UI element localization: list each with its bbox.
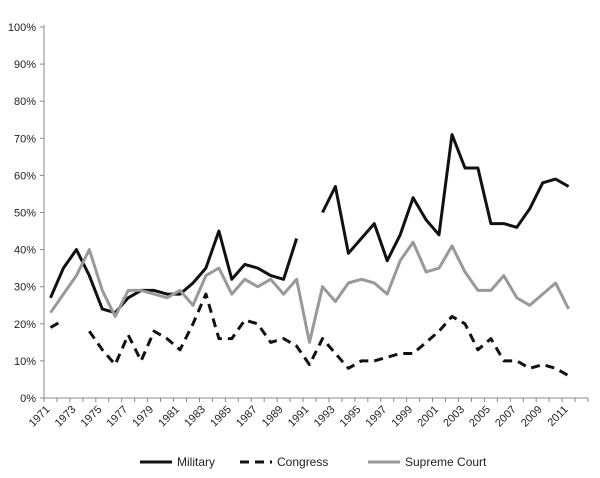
legend: Military Congress Supreme Court [140,455,487,469]
x-tick-label: 1993 [312,404,338,430]
legend-label-military: Military [177,455,215,469]
x-tick-label: 1975 [79,404,105,430]
y-tick-label: 0% [20,393,36,405]
x-tick-label: 1991 [286,404,312,430]
x-tick-label: 2011 [545,404,570,429]
x-tick-label: 1981 [156,404,182,430]
y-tick-label: 90% [14,59,36,71]
x-tick-label: 1971 [27,404,53,430]
y-tick-label: 60% [14,170,36,182]
y-tick-label: 70% [14,133,36,145]
x-tick-label: 2003 [441,404,467,430]
x-tick-label: 1997 [364,404,390,430]
series-lines [49,133,570,378]
y-tick-label: 40% [14,245,36,257]
x-tick-label: 1983 [182,404,208,430]
series-line-military [49,133,570,315]
y-tick-label: 20% [14,319,36,331]
x-tick-label: 1979 [130,404,156,430]
series-line-supreme-court [49,240,570,344]
x-tick-label: 1999 [389,404,415,430]
y-axis: 0% 10% 20% 30% 40% 50% 60% 70% 80% 90% 100% [8,22,45,405]
y-tick-label: 100% [8,22,36,34]
x-tick-label: 2005 [467,404,493,430]
x-axis: 1971 1973 1975 1977 1979 1981 1983 1985 1987 1989… [27,397,589,430]
y-tick-label: 30% [14,282,36,294]
legend-label-congress: Congress [277,455,328,469]
x-tick-label: 1987 [234,404,260,430]
y-tick-label: 80% [14,96,36,108]
x-tick-label: 1977 [105,404,131,430]
y-tick-label: 10% [14,356,36,368]
series-line-congress [49,292,570,378]
x-tick-label: 2001 [415,404,441,430]
legend-label-supreme-court: Supreme Court [405,455,487,469]
x-tick-label: 1989 [260,404,286,430]
y-tick-label: 50% [14,208,36,220]
x-tick-label: 1973 [53,404,79,430]
x-tick-label: 2009 [519,404,545,430]
x-tick-label: 1985 [208,404,234,430]
x-tick-label: 2007 [493,404,519,430]
x-tick-label: 1995 [338,404,364,430]
